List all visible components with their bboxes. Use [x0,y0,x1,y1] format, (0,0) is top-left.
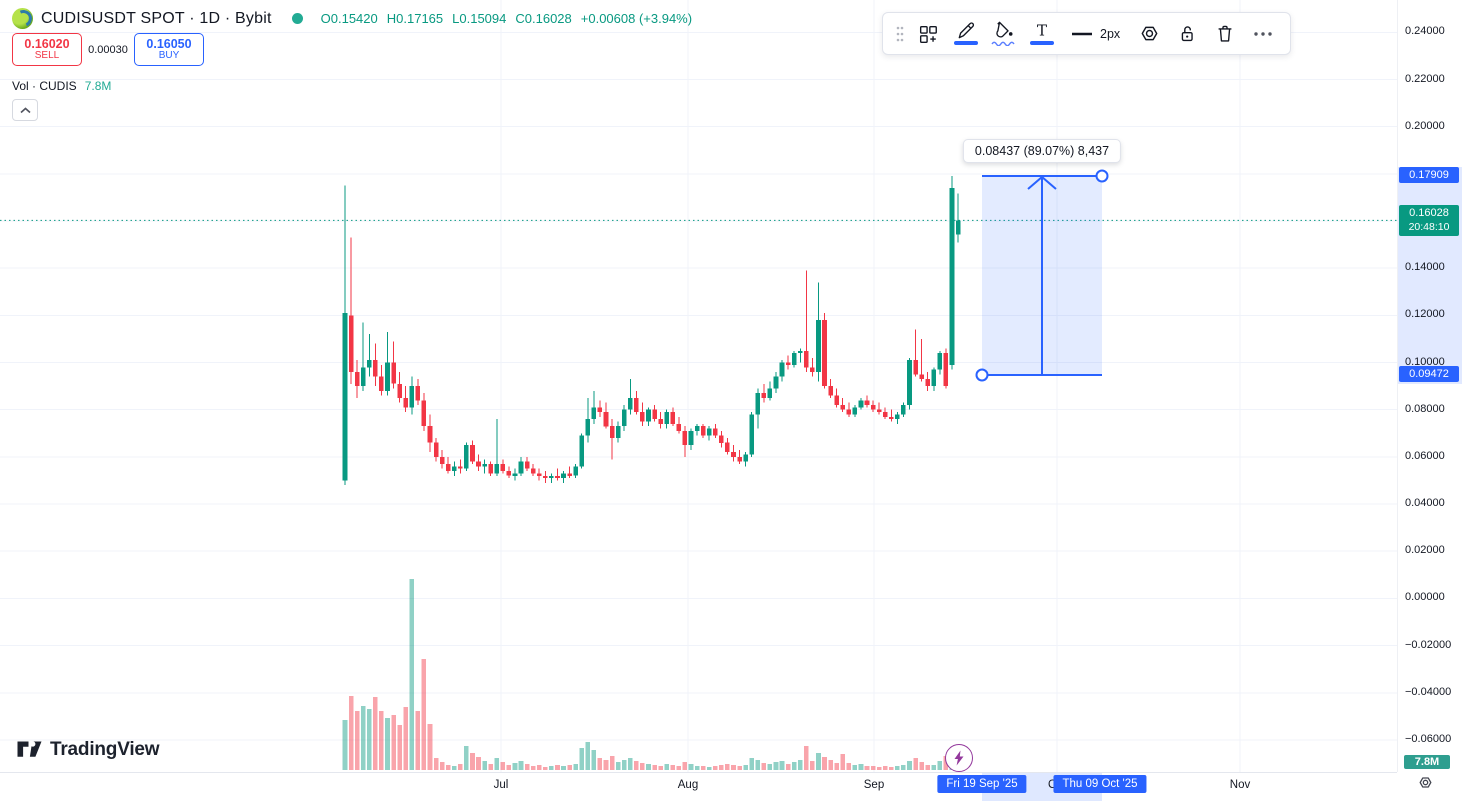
volume-legend: Vol · CUDIS 7.8M [12,79,111,93]
ohlc-token: H0.17165 [386,11,444,26]
line-width-button[interactable]: 2px [1063,27,1128,41]
sell-price: 0.16020 [24,36,70,51]
symbol-title[interactable]: CUDISUSDT SPOT · 1D · Bybit [41,9,272,27]
ohlc-token: C0.16028 [515,11,572,26]
volume-bars [342,579,961,770]
measure-date-badge: Fri 19 Sep '25 [937,775,1027,793]
volume-legend-label: Vol · CUDIS [12,79,77,93]
price-tick-label: 0.14000 [1405,261,1445,274]
tradingview-mark-icon [17,741,42,757]
bar-countdown: 20:48:10 [1408,221,1450,234]
pencil-icon [958,22,975,39]
month-label: Sep [863,779,885,791]
text-icon: T [1037,22,1047,39]
gear-icon [1141,26,1158,41]
ohlc-token: L0.15094 [452,11,507,26]
svg-text:T: T [1037,22,1047,39]
ohlc-values: O0.15420 H0.17165 L0.15094 C0.16028 +0.00608… [321,11,692,26]
sell-label: SELL [34,49,60,61]
pencil-color-swatch [954,41,978,45]
text-color-swatch [1030,41,1054,45]
price-tick-label: 0.04000 [1405,497,1445,510]
candles [342,176,961,486]
toolbar-drag-handle[interactable] [893,16,907,52]
tradingview-logo[interactable]: TradingView [16,738,160,761]
drawing-templates-button[interactable] [911,16,945,52]
paint-bucket-icon [996,21,1013,38]
month-label: Jul [493,779,509,791]
color-picker-button[interactable] [949,16,983,52]
wavy-underline-icon [991,41,1015,46]
market-status-dot [291,13,303,24]
measure-date-badge: Thu 09 Oct '25 [1053,775,1147,793]
lock-open-icon [1181,25,1193,41]
ohlc-token: O0.15420 [320,11,378,26]
price-tick-label: −0.02000 [1405,638,1452,651]
volume-legend-value: 7.8M [84,79,112,93]
price-tick-label: 0.12000 [1405,308,1445,321]
more-options-button[interactable] [1246,16,1280,52]
line-width-label: 2px [1100,26,1121,41]
symbol-header: CUDISUSDT SPOT · 1D · Bybit O0.15420 H0.1… [12,8,692,29]
chevron-up-icon [19,106,31,113]
measure-low-price-badge: 0.09472 [1399,366,1459,382]
axis-gear-icon [1419,776,1431,788]
month-label: Nov [1229,779,1251,791]
cudis-logo [12,8,33,29]
delete-button[interactable] [1208,16,1242,52]
spread-value: 0.00030 [88,43,128,56]
price-tick-label: 0.20000 [1405,119,1445,132]
templates-icon [919,25,937,43]
ohlc-token: +0.00608 (+3.94%) [580,11,693,26]
trash-icon [1218,25,1232,42]
collapse-pane-button[interactable] [12,99,38,121]
gridlines [0,0,1397,772]
buy-price: 0.16050 [146,36,192,51]
sell-button[interactable]: 0.16020 SELL [12,33,82,66]
trade-widget: 0.16020 SELL 0.00030 0.16050 BUY [12,33,204,66]
measure-tool-label: 0.08437 (89.07%) 8,437 [962,139,1122,163]
price-tick-label: −0.04000 [1405,685,1452,698]
current-price-value: 0.16028 [1409,207,1449,220]
axis-settings-button[interactable] [1414,771,1436,793]
tradingview-logo-text: TradingView [50,738,160,760]
fill-color-button[interactable] [987,16,1021,52]
buy-label: BUY [158,49,180,61]
buy-button[interactable]: 0.16050 BUY [134,33,204,66]
settings-button[interactable] [1132,16,1166,52]
events-button[interactable] [945,744,973,772]
price-tick-label: 0.08000 [1405,402,1445,415]
price-tick-label: −0.06000 [1405,732,1452,745]
drawing-toolbar: T 2px [882,12,1292,55]
measure-price-range-band [1398,167,1462,384]
current-volume-badge: 7.8M [1404,755,1450,769]
price-tick-label: 0.22000 [1405,72,1445,85]
price-tick-label: 0.06000 [1405,449,1445,462]
price-axis[interactable]: 0.24000 0.22000 0.20000 0.14000 0.12000 0.100… [1397,0,1462,772]
month-label: Aug [677,779,699,791]
text-tool-button[interactable]: T [1025,16,1059,52]
measure-end-handle[interactable] [1095,169,1109,183]
drag-dots-icon [896,26,904,41]
ellipsis-icon [1254,31,1272,36]
price-tick-label: 0.02000 [1405,544,1445,557]
measure-start-handle[interactable] [975,368,989,382]
price-tick-label: 0.00000 [1405,591,1445,604]
measure-tool[interactable] [975,169,1109,382]
measure-high-price-badge: 0.17909 [1399,167,1459,183]
lock-button[interactable] [1170,16,1204,52]
lightning-icon [954,750,964,766]
line-sample-icon [1072,32,1092,35]
price-tick-label: 0.10000 [1405,355,1445,368]
price-tick-label: 0.24000 [1405,25,1445,38]
current-price-badge: 0.16028 20:48:10 [1399,205,1459,237]
